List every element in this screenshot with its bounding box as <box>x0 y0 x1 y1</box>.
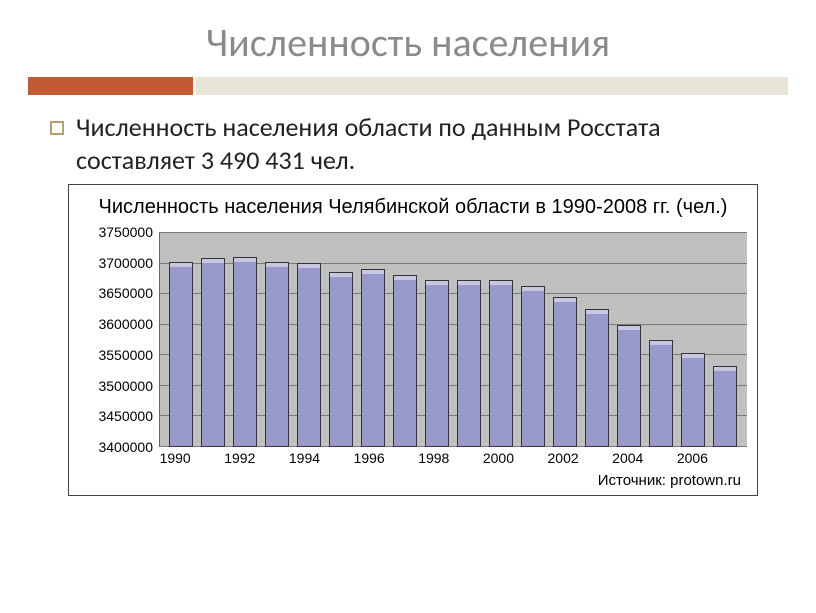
bar-slot <box>453 232 485 447</box>
bullet-item: Численность населения области по данным … <box>50 111 766 176</box>
bar-slot <box>709 232 741 447</box>
y-tick-label: 3550000 <box>98 347 153 363</box>
bar <box>393 275 418 447</box>
y-tick-label: 3750000 <box>98 224 153 240</box>
slide: Численность населения Численность населе… <box>0 0 816 613</box>
bar-slot <box>485 232 517 447</box>
bar <box>361 269 386 447</box>
chart-title: Численность населения Челябинской област… <box>79 195 747 220</box>
bar <box>713 366 738 447</box>
bullet-icon <box>50 121 64 135</box>
content-area: Численность населения области по данным … <box>0 101 816 496</box>
chart-frame: Численность населения Челябинской област… <box>68 184 758 496</box>
chart-body: 3400000345000035000003550000360000036500… <box>79 232 747 447</box>
y-tick-label: 3450000 <box>98 408 153 424</box>
bar-slot <box>389 232 421 447</box>
bar-slot <box>357 232 389 447</box>
bar <box>329 272 354 447</box>
bar <box>553 297 578 448</box>
x-tick-label: 1990 <box>159 450 191 466</box>
bar-slot <box>677 232 709 447</box>
bar-slot <box>581 232 613 447</box>
accent-bar <box>28 77 788 95</box>
y-tick-label: 3650000 <box>98 285 153 301</box>
bar <box>457 280 482 447</box>
y-tick-label: 3700000 <box>98 255 153 271</box>
bar <box>233 257 258 447</box>
bar <box>681 353 706 447</box>
bar-slot <box>325 232 357 447</box>
bars-container <box>159 232 747 447</box>
bar-slot <box>549 232 581 447</box>
x-axis: 1990.1992.1994.1996.1998.2000.2002.2004.… <box>79 447 747 466</box>
bar <box>521 286 546 447</box>
y-axis: 3400000345000035000003550000360000036500… <box>79 232 159 447</box>
x-tick-label: 2006 <box>676 450 708 466</box>
bar <box>489 280 514 447</box>
y-tick-label: 3500000 <box>98 378 153 394</box>
accent-left <box>28 77 193 95</box>
chart-source: Источник: protown.ru <box>79 466 747 491</box>
accent-right <box>196 77 788 95</box>
y-tick-label: 3600000 <box>98 316 153 332</box>
bar <box>585 309 610 447</box>
bar <box>617 325 642 447</box>
bar-slot <box>645 232 677 447</box>
bullet-text: Численность населения области по данным … <box>76 111 766 176</box>
x-tick-label: 1996 <box>353 450 385 466</box>
bar-slot <box>197 232 229 447</box>
bar <box>201 258 226 447</box>
bar-slot <box>261 232 293 447</box>
x-tick-label: 2000 <box>482 450 514 466</box>
x-tick-label: 2002 <box>547 450 579 466</box>
bar <box>169 262 194 448</box>
x-tick-label: 1994 <box>288 450 320 466</box>
x-tick-label: 2004 <box>612 450 644 466</box>
bar <box>649 340 674 448</box>
bar <box>297 263 322 447</box>
bar-slot <box>165 232 197 447</box>
page-title: Численность населения <box>0 0 816 77</box>
x-tick-label: 1998 <box>418 450 450 466</box>
bar-slot <box>229 232 261 447</box>
bar <box>425 280 450 447</box>
bar-slot <box>421 232 453 447</box>
plot-area <box>159 232 747 447</box>
bar-slot <box>293 232 325 447</box>
bar-slot <box>613 232 645 447</box>
bar-slot <box>517 232 549 447</box>
y-tick-label: 3400000 <box>98 439 153 455</box>
bar <box>265 262 290 448</box>
x-tick-label: 1992 <box>224 450 256 466</box>
